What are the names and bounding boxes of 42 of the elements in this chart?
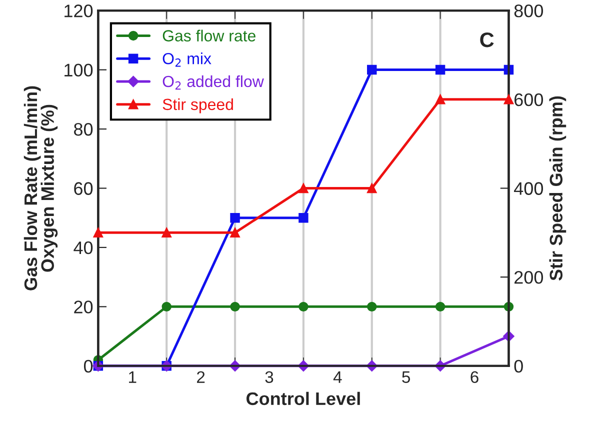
point <box>504 94 514 104</box>
point <box>298 302 308 312</box>
point <box>367 302 377 312</box>
point <box>367 64 377 75</box>
y2-tick-label: 200 <box>514 271 544 284</box>
y-tick-label: 80 <box>74 122 93 136</box>
y2-tick-label: 400 <box>514 182 544 195</box>
point <box>435 302 446 312</box>
y2-tick-label: 600 <box>514 93 544 106</box>
point <box>435 64 446 75</box>
x-tick-label: 1 <box>129 371 136 383</box>
y-tick-label: 120 <box>64 4 93 18</box>
annotation: C <box>480 32 494 48</box>
point <box>435 94 446 104</box>
legend-label: O$_{2}$ mix <box>162 52 212 67</box>
x-tick-label: 4 <box>333 371 342 383</box>
y-tick-label: 40 <box>74 241 93 254</box>
point <box>162 302 172 312</box>
y-tick-label: 20 <box>74 300 93 314</box>
point <box>230 212 240 223</box>
point <box>230 302 240 312</box>
x-tick-label: 6 <box>470 371 478 383</box>
point <box>93 228 104 238</box>
x-tick-label: 2 <box>197 371 205 383</box>
x-axis-title: Control Level <box>246 392 360 406</box>
y2-tick-label: 800 <box>514 4 544 18</box>
y-axis-title: Gas Flow Rate (mL/min) Oxygen Mixture (%) <box>24 86 58 290</box>
x-tick-label: 5 <box>402 371 410 383</box>
x-tick-label: 3 <box>265 371 274 383</box>
y-tick-label: 60 <box>74 182 93 195</box>
y-tick-label: 100 <box>64 64 93 77</box>
point <box>298 212 308 223</box>
legend-label: Stir speed <box>162 98 233 114</box>
point <box>162 228 172 238</box>
y2-axis-title: Stir Speed Gain (rpm) <box>549 96 566 281</box>
legend-label: O$_{2}$ added flow <box>162 75 264 90</box>
point <box>230 228 240 238</box>
point <box>367 183 377 194</box>
legend-label: Gas flow rate <box>162 30 256 42</box>
y-tick-label: 0 <box>84 360 93 373</box>
y2-tick-label: 0 <box>514 360 523 373</box>
point <box>298 183 308 194</box>
